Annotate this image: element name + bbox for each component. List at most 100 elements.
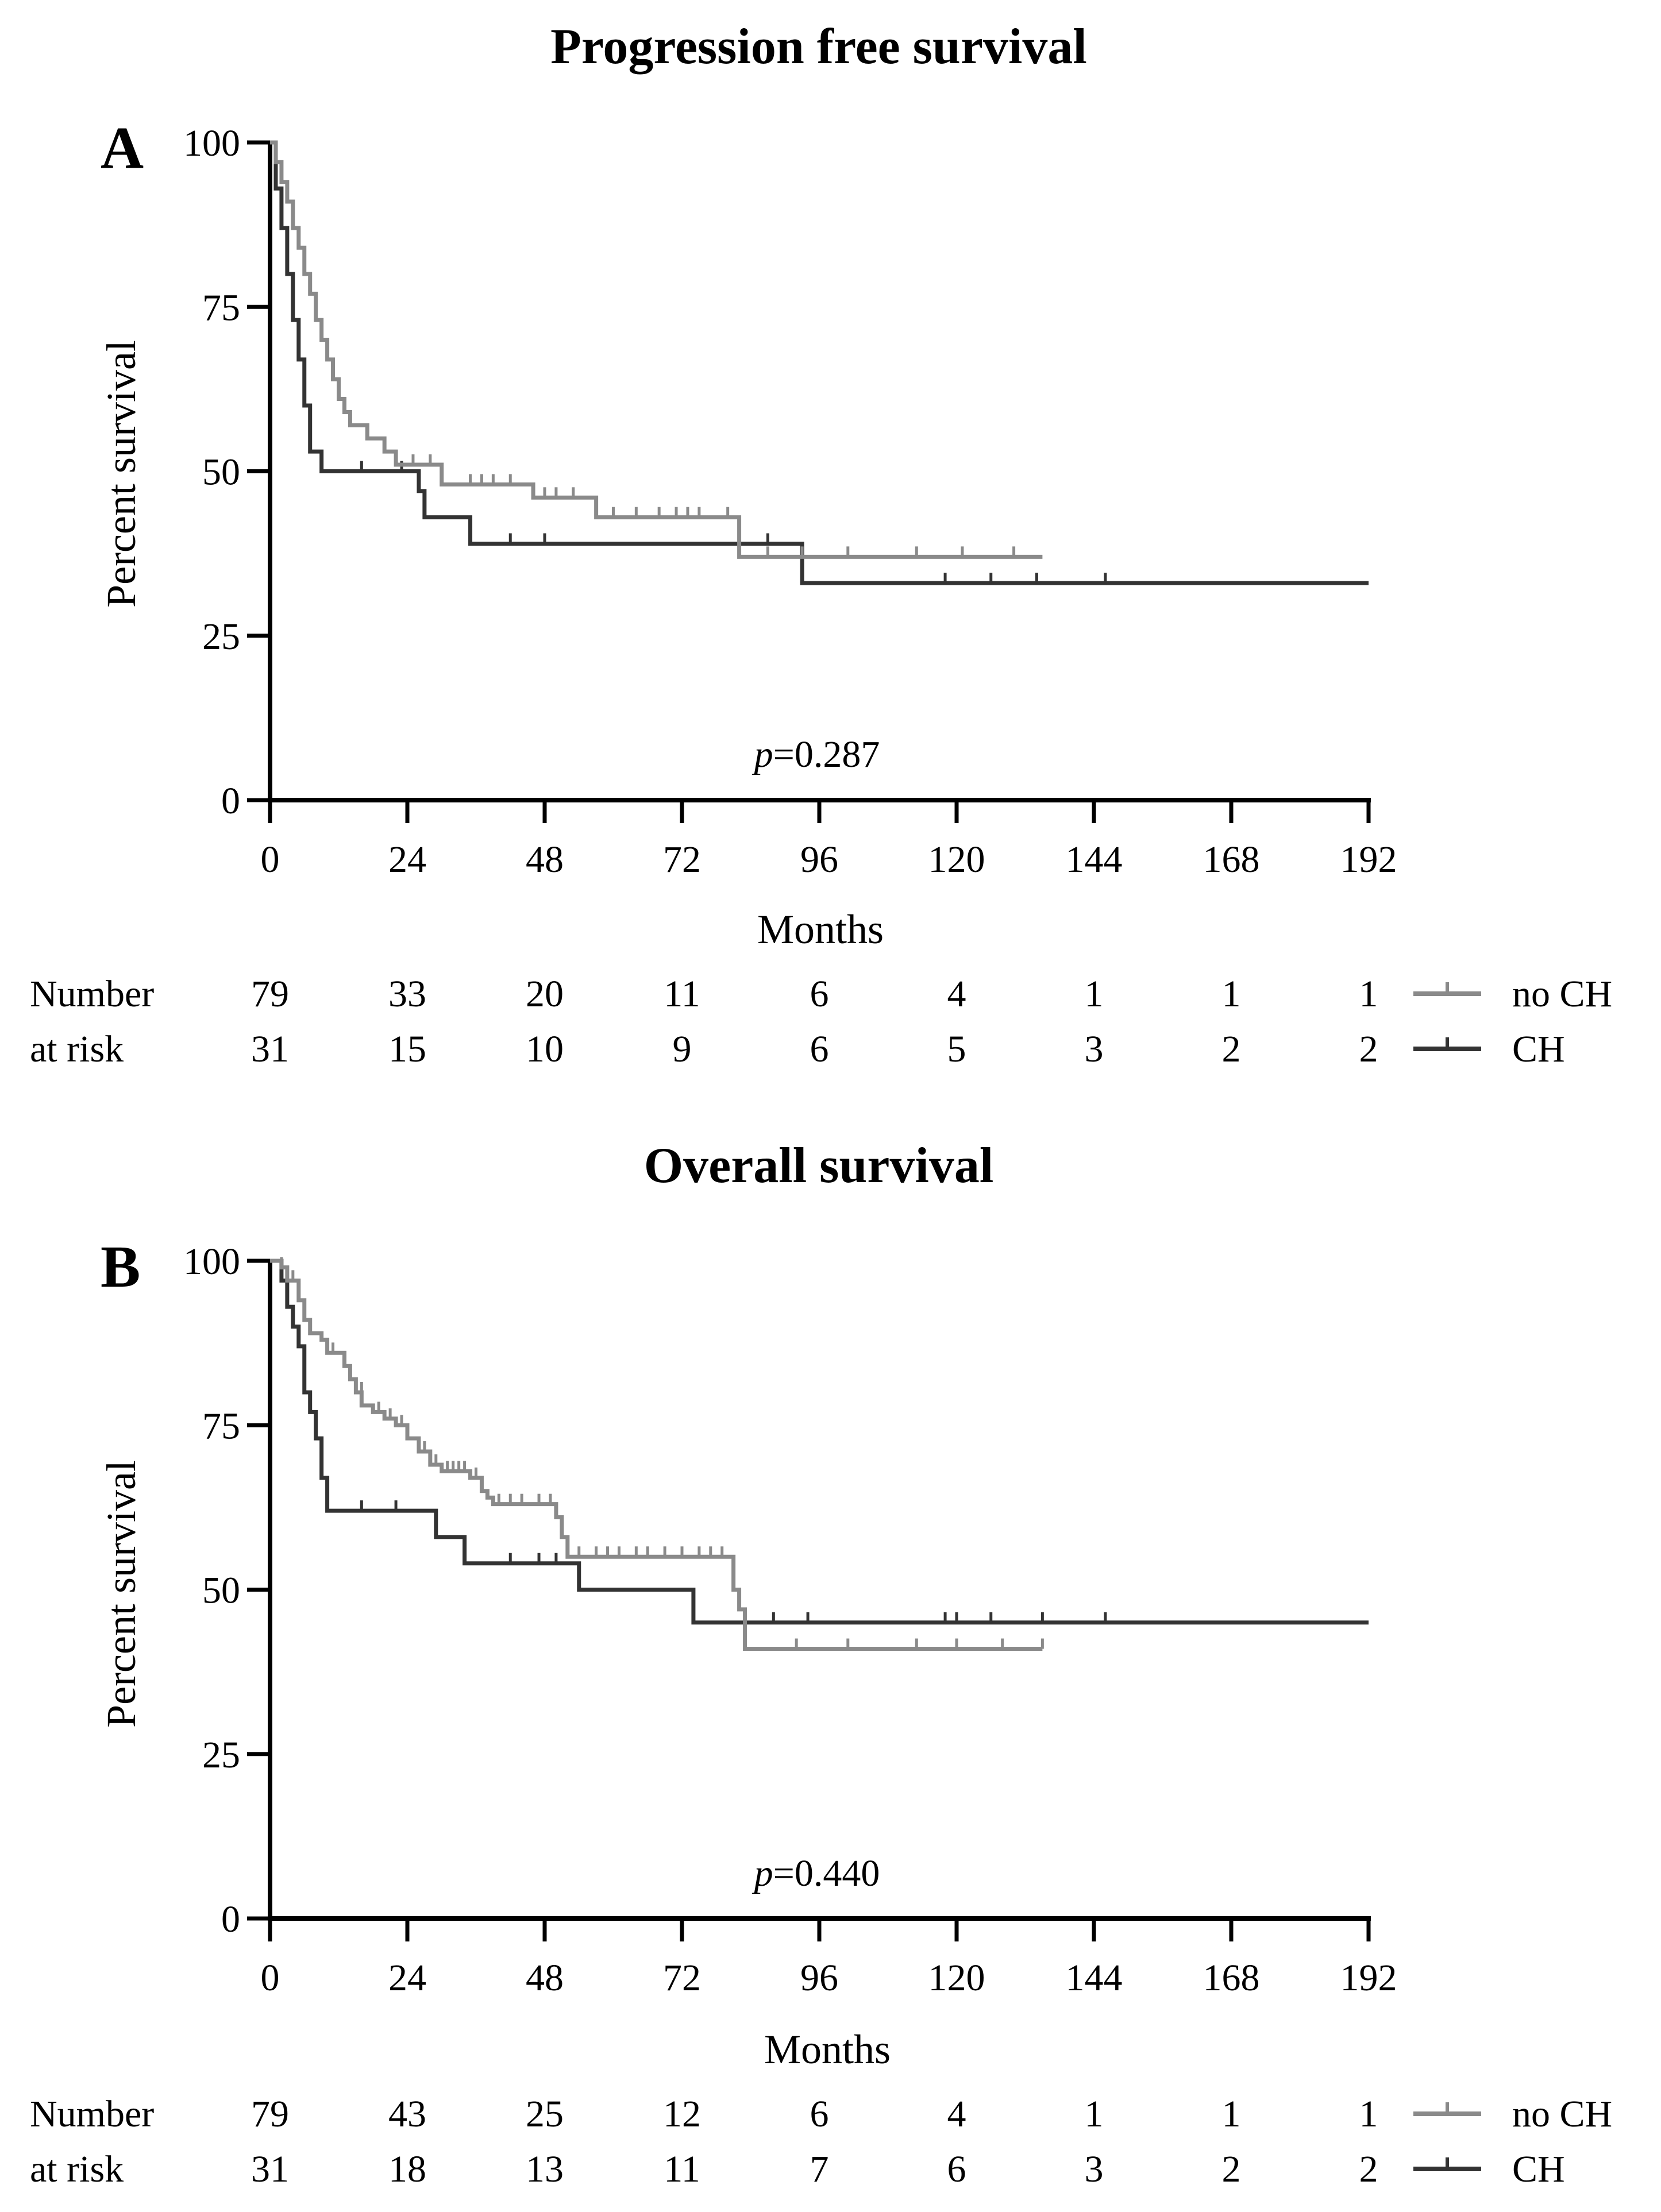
panel-b-risk-ch-value: 11: [664, 2148, 700, 2190]
panel-b-y-tick-label: 50: [202, 1570, 240, 1612]
panel-b: Overall survival B Percent survival Mont…: [30, 1138, 1612, 2190]
panel-a-legend-label-ch: CH: [1512, 1028, 1565, 1070]
panel-b-risk-no-ch-value: 1: [1359, 2093, 1378, 2135]
panel-b-x-tick-label: 48: [526, 1957, 564, 1999]
panel-b-curves: [270, 1257, 1369, 1651]
panel-b-risk-no-ch-value: 12: [663, 2093, 701, 2135]
panel-a-risk-ch-value: 2: [1359, 1028, 1378, 1070]
panel-a-p-symbol: p: [752, 734, 773, 775]
panel-a-risk-no-ch-value: 1: [1085, 973, 1104, 1015]
panel-a-x-tick-label: 72: [663, 839, 701, 881]
panel-b-p-value: p=0.440: [752, 1852, 880, 1894]
panel-a-p-value: p=0.287: [752, 734, 880, 775]
panel-b-risk-ch-value: 18: [388, 2148, 426, 2190]
panel-a-risk-ch-value: 2: [1222, 1028, 1241, 1070]
panel-a-letter: A: [101, 115, 144, 181]
panel-a-x-tick-label: 0: [261, 839, 280, 881]
panel-a-risk-ch-value: 15: [388, 1028, 426, 1070]
panel-a-curve-no-ch: [270, 140, 1043, 559]
panel-b-legend: no CH CH: [1413, 2093, 1612, 2190]
panel-a-y-axis-label: Percent survival: [98, 340, 144, 608]
panel-b-risk-ch-value: 13: [526, 2148, 564, 2190]
panel-a-p-text: =0.287: [773, 734, 880, 775]
panel-a-risk-ch-value: 10: [526, 1028, 564, 1070]
panel-a-risk-no-ch-value: 79: [251, 973, 289, 1015]
panel-b-risk-no-ch-value: 6: [810, 2093, 829, 2135]
panel-b-x-tick-label: 72: [663, 1957, 701, 1999]
panel-a-risk-no-ch-value: 4: [947, 973, 966, 1015]
panel-a-risk-no-ch-value: 11: [664, 973, 700, 1015]
panel-a-risk-no-ch-value: 20: [526, 973, 564, 1015]
panel-a-risk-label-at-risk: at risk: [30, 1028, 124, 1070]
panel-a-risk-ch-value: 6: [810, 1028, 829, 1070]
panel-b-p-text: =0.440: [773, 1852, 880, 1894]
panel-a-risk-ch-value: 5: [947, 1028, 966, 1070]
panel-a-x-tick-label: 48: [526, 839, 564, 881]
panel-b-y-tick-label: 100: [183, 1241, 240, 1283]
panel-b-risk-ch-value: 2: [1222, 2148, 1241, 2190]
panel-b-y-tick-label: 25: [202, 1734, 240, 1776]
panel-a-risk-no-ch-value: 1: [1222, 973, 1241, 1015]
panel-a-legend: no CH CH: [1413, 973, 1612, 1070]
panel-b-x-tick-label: 144: [1066, 1957, 1123, 1999]
panel-a-legend-label-no-ch: no CH: [1512, 973, 1612, 1015]
panel-b-title: Overall survival: [644, 1138, 994, 1194]
panel-b-risk-label-at-risk: at risk: [30, 2148, 124, 2190]
panel-b-risk-no-ch-value: 43: [388, 2093, 426, 2135]
panel-a-curve-ch: [270, 140, 1369, 585]
panel-b-y-axis-label: Percent survival: [98, 1460, 144, 1728]
panel-a-x-axis-label: Months: [757, 906, 884, 952]
panel-b-p-symbol: p: [752, 1852, 773, 1894]
panel-a-axes: 0 24 48 72 96 120 144 168 192 0 25 50 75 100: [183, 122, 1397, 881]
panel-b-risk-ch-value: 6: [947, 2148, 966, 2190]
panel-b-risk-ch-value: 3: [1085, 2148, 1104, 2190]
panel-b-risk-label-number: Number: [30, 2093, 154, 2135]
panel-b-risk-ch-value: 31: [251, 2148, 289, 2190]
panel-b-x-tick-label: 120: [928, 1957, 985, 1999]
panel-a-risk-label-number: Number: [30, 973, 154, 1015]
panel-a-y-tick-label: 0: [221, 780, 240, 822]
panel-a-risk-ch-value: 31: [251, 1028, 289, 1070]
panel-a-title: Progression free survival: [550, 19, 1087, 75]
panel-a-y-tick-label: 75: [202, 287, 240, 329]
panel-a-risk-no-ch-value: 6: [810, 973, 829, 1015]
panel-b-x-tick-label: 0: [261, 1957, 280, 1999]
panel-b-x-tick-label: 192: [1340, 1957, 1397, 1999]
panel-a-y-tick-label: 100: [183, 122, 240, 164]
panel-b-letter: B: [101, 1234, 140, 1300]
panel-b-y-tick-label: 75: [202, 1405, 240, 1447]
panel-b-risk-ch-value: 7: [810, 2148, 829, 2190]
panel-b-risk-ch-value: 2: [1359, 2148, 1378, 2190]
panel-a-risk-ch-value: 3: [1085, 1028, 1104, 1070]
panel-b-x-tick-label: 24: [388, 1957, 426, 1999]
panel-a-risk-ch-value: 9: [673, 1028, 692, 1070]
panel-b-x-tick-label: 168: [1203, 1957, 1260, 1999]
panel-a-y-tick-label: 50: [202, 451, 240, 493]
panel-b-risk-no-ch-value: 25: [526, 2093, 564, 2135]
panel-a-curves: [270, 140, 1369, 585]
panel-a-x-tick-label: 120: [928, 839, 985, 881]
panel-b-y-tick-label: 0: [221, 1898, 240, 1940]
panel-a-x-tick-label: 24: [388, 839, 426, 881]
panel-b-risk-no-ch-value: 1: [1222, 2093, 1241, 2135]
panel-a-x-tick-label: 168: [1203, 839, 1260, 881]
panel-a-x-tick-label: 192: [1340, 839, 1397, 881]
panel-b-axes: 0 24 48 72 96 120 144 168 192 0 25 50 75 100: [183, 1241, 1397, 1999]
panel-b-legend-label-ch: CH: [1512, 2148, 1565, 2190]
panel-b-x-tick-label: 96: [800, 1957, 838, 1999]
panel-a-x-tick-label: 96: [800, 839, 838, 881]
panel-b-curve-ch: [270, 1259, 1369, 1625]
panel-b-risk-no-ch-value: 4: [947, 2093, 966, 2135]
panel-b-legend-label-no-ch: no CH: [1512, 2093, 1612, 2135]
panel-a: Progression free survival A Percent surv…: [30, 19, 1612, 1070]
panel-a-risk-no-ch-value: 33: [388, 973, 426, 1015]
panel-b-risk-no-ch-value: 79: [251, 2093, 289, 2135]
panel-b-x-axis-label: Months: [764, 2026, 891, 2072]
panel-a-risk-no-ch-value: 1: [1359, 973, 1378, 1015]
panel-b-risk-no-ch-value: 1: [1085, 2093, 1104, 2135]
panel-a-y-tick-label: 25: [202, 616, 240, 658]
